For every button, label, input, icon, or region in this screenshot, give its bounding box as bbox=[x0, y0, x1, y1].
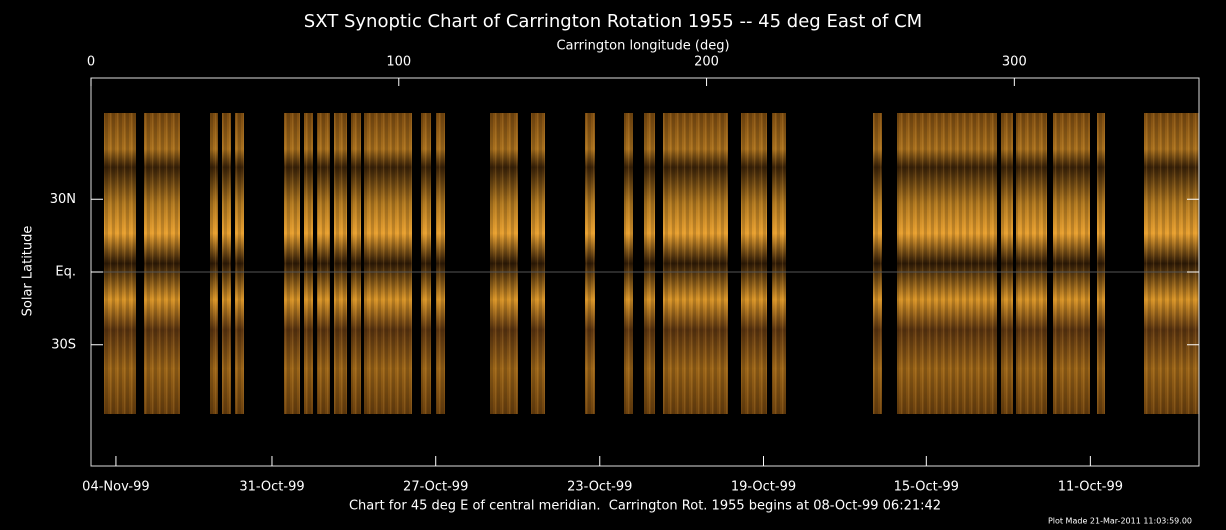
image-texture bbox=[1097, 113, 1105, 414]
date-tick-label: 19-Oct-99 bbox=[731, 480, 796, 495]
x-tick-label: 0 bbox=[87, 55, 95, 70]
image-texture bbox=[490, 113, 518, 414]
footer: Plot Made 21-Mar-2011 11:03:59.00 bbox=[1048, 517, 1192, 526]
image-texture bbox=[897, 113, 997, 414]
image-texture bbox=[421, 113, 431, 414]
image-texture bbox=[663, 113, 728, 414]
image-texture bbox=[624, 113, 633, 414]
image-strips bbox=[104, 113, 1199, 414]
date-tick-label: 15-Oct-99 bbox=[894, 480, 959, 495]
date-tick-label: 31-Oct-99 bbox=[239, 480, 304, 495]
y-tick-label: Eq. bbox=[55, 265, 76, 280]
image-texture bbox=[364, 113, 412, 414]
caption: Chart for 45 deg E of central meridian. … bbox=[349, 499, 941, 514]
image-texture bbox=[1144, 113, 1199, 414]
x-axis-title: Carrington longitude (deg) bbox=[556, 39, 729, 54]
x-tick-label: 100 bbox=[386, 55, 411, 70]
image-texture bbox=[144, 113, 180, 414]
image-texture bbox=[436, 113, 445, 414]
image-texture bbox=[284, 113, 300, 414]
date-tick-label: 23-Oct-99 bbox=[567, 480, 632, 495]
image-texture bbox=[644, 113, 655, 414]
date-tick-label: 27-Oct-99 bbox=[403, 480, 468, 495]
image-texture bbox=[772, 113, 786, 414]
image-texture bbox=[304, 113, 313, 414]
x-tick-label: 200 bbox=[694, 55, 719, 70]
date-tick-label: 04-Nov-99 bbox=[82, 480, 150, 495]
y-tick-label: 30N bbox=[50, 192, 76, 207]
image-texture bbox=[741, 113, 767, 414]
image-texture bbox=[210, 113, 218, 414]
y-tick-label: 30S bbox=[51, 337, 76, 352]
image-texture bbox=[235, 113, 244, 414]
image-texture bbox=[317, 113, 330, 414]
image-texture bbox=[1001, 113, 1013, 414]
image-texture bbox=[104, 113, 136, 414]
x-tick-label: 300 bbox=[1002, 55, 1027, 70]
chart-title: SXT Synoptic Chart of Carrington Rotatio… bbox=[304, 11, 922, 32]
image-texture bbox=[873, 113, 882, 414]
y-axis-title: Solar Latitude bbox=[21, 226, 36, 317]
image-texture bbox=[1053, 113, 1090, 414]
image-texture bbox=[222, 113, 231, 414]
image-texture bbox=[1016, 113, 1047, 414]
image-texture bbox=[531, 113, 545, 414]
image-texture bbox=[334, 113, 347, 414]
image-texture bbox=[351, 113, 361, 414]
image-texture bbox=[585, 113, 595, 414]
date-tick-label: 11-Oct-99 bbox=[1058, 480, 1123, 495]
